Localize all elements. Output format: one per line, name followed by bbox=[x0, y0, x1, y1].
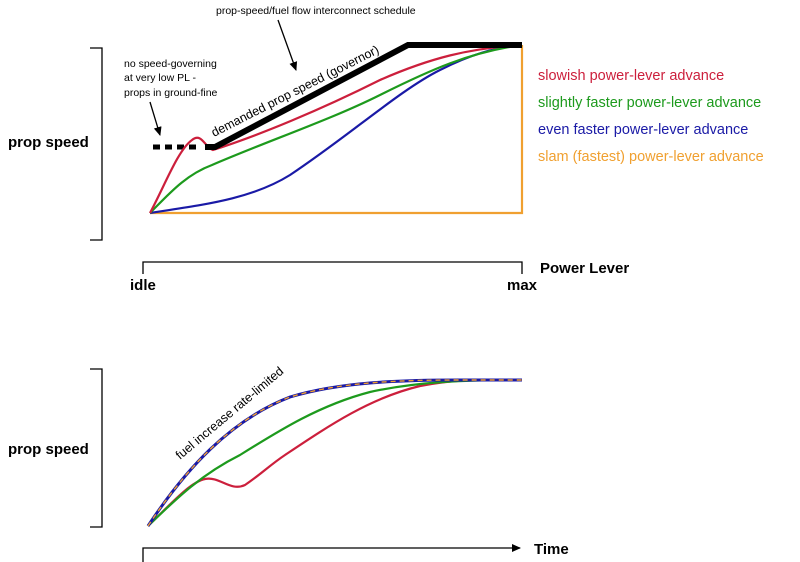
x-min-label: idle bbox=[130, 277, 156, 294]
note-text: no speed-governing at very low PL - prop… bbox=[124, 54, 221, 99]
top-y-axis-bracket bbox=[90, 47, 103, 241]
slightly-faster-curve-top bbox=[149, 43, 523, 214]
slightly-faster-curve-bottom bbox=[147, 378, 523, 527]
interconnect-schedule-title: prop-speed/fuel flow interconnect schedu… bbox=[216, 5, 416, 17]
title-pointer-arrow bbox=[277, 19, 298, 71]
time-axis-label: Time bbox=[534, 541, 569, 558]
even-faster-curve-bottom bbox=[146, 378, 522, 527]
legend-even-faster: even faster power-lever advance bbox=[538, 122, 748, 138]
note-line-1: no speed-governing bbox=[124, 58, 217, 70]
slowish-curve-bottom bbox=[147, 378, 523, 527]
legend-slam: slam (fastest) power-lever advance bbox=[538, 149, 764, 165]
note-pointer-arrow bbox=[149, 101, 162, 136]
top-x-axis-label: Power Lever bbox=[540, 260, 629, 277]
rate-limited-label: fuel increase rate-limited bbox=[173, 364, 286, 462]
note-line-2: at very low PL - bbox=[124, 72, 196, 84]
slowish-curve-top bbox=[149, 43, 523, 214]
bottom-y-axis-label: prop speed bbox=[8, 441, 89, 458]
legend-slowish: slowish power-lever advance bbox=[538, 68, 724, 84]
governor-demand-line bbox=[205, 42, 522, 150]
time-axis-arrow bbox=[142, 544, 521, 562]
slam-curve-top bbox=[150, 45, 524, 215]
top-x-axis-bracket bbox=[142, 261, 523, 274]
note-line-3: props in ground-fine bbox=[124, 87, 218, 99]
bottom-y-axis-bracket bbox=[90, 368, 103, 528]
x-max-label: max bbox=[507, 277, 538, 294]
top-y-axis-label: prop speed bbox=[8, 134, 89, 151]
slam-curve-bottom bbox=[147, 379, 522, 527]
legend-slightly-faster: slightly faster power-lever advance bbox=[538, 95, 761, 111]
